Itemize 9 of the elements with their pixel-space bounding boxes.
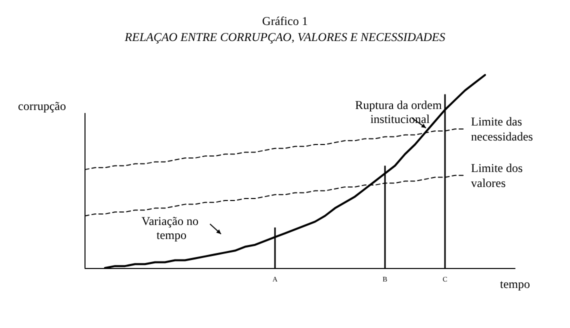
text: tempo: [500, 277, 530, 291]
series-label: Limite das necessidades: [471, 114, 534, 144]
annotation: Ruptura da ordem institucional: [355, 98, 445, 126]
text: Variação no: [142, 214, 198, 228]
y-axis-title: corrupção: [18, 99, 66, 113]
chart-subtitle: RELAÇAO ENTRE CORRUPÇAO, VALORES E NECESSIDADES: [124, 30, 446, 44]
chart-title: Gráfico 1: [262, 14, 308, 28]
series-label: Limite dos valores: [471, 160, 526, 190]
x-axis-title: tempo: [154, 228, 186, 242]
